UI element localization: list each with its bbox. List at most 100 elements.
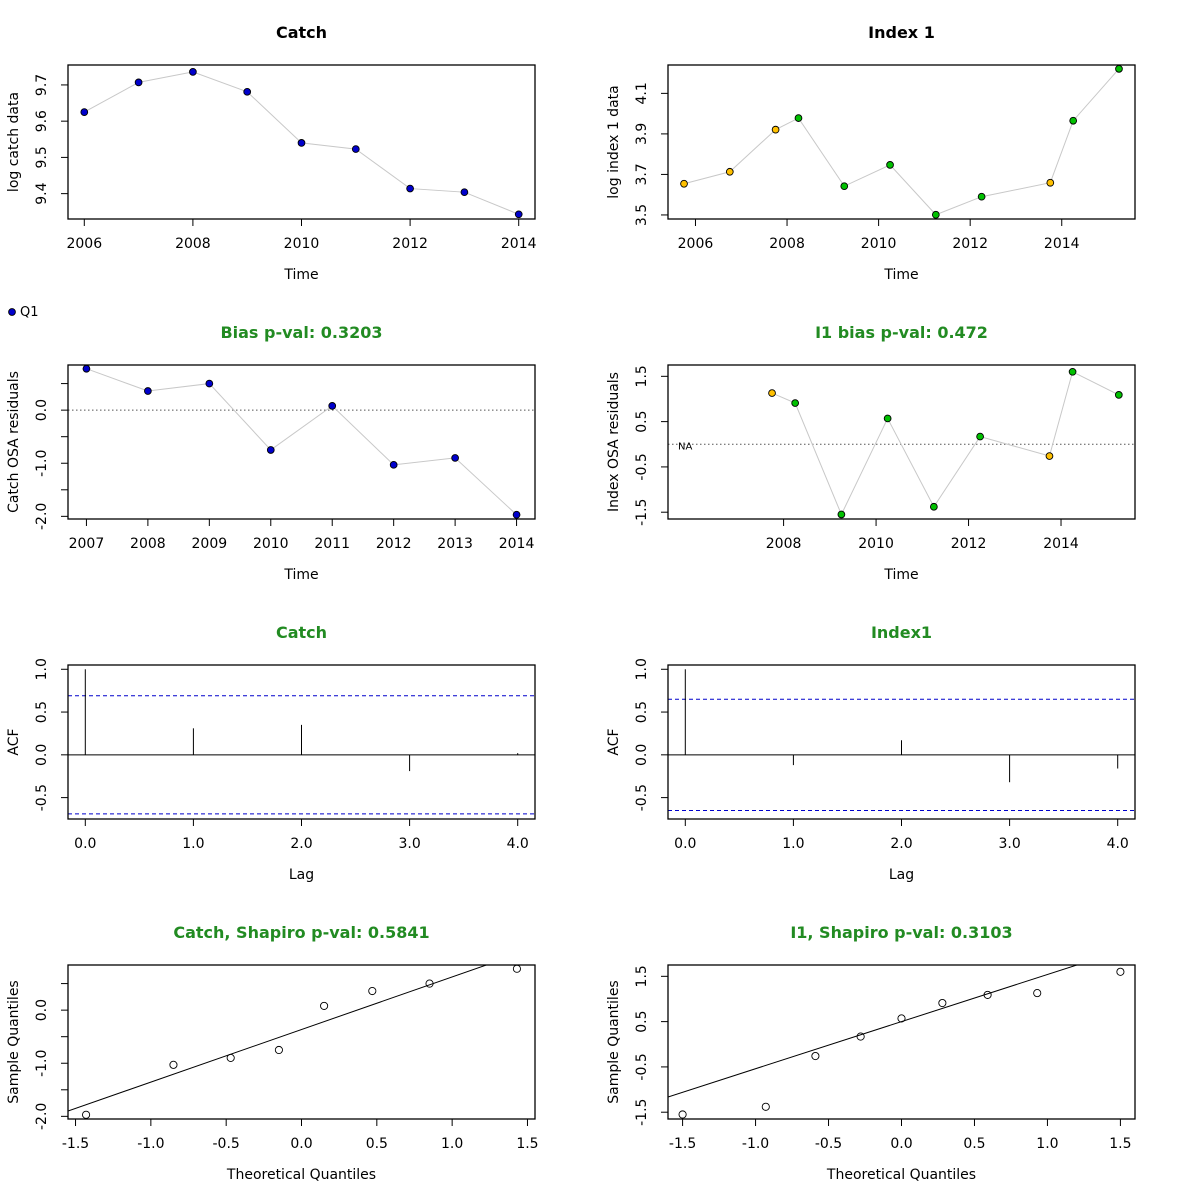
data-point bbox=[169, 1060, 178, 1069]
chart-panel-7: Catch, Shapiro p-val: 0.5841 Theoretical … bbox=[6, 923, 539, 1183]
x-tick-label: 3.0 bbox=[998, 836, 1020, 852]
data-point bbox=[134, 78, 143, 87]
data-point bbox=[389, 460, 398, 469]
data-point bbox=[1115, 65, 1123, 73]
data-point bbox=[840, 182, 849, 191]
x-tick-label: 1.5 bbox=[516, 1136, 538, 1152]
data-point bbox=[82, 365, 91, 373]
data-point bbox=[811, 1051, 820, 1061]
x-tick-label: 2012 bbox=[392, 236, 428, 252]
data-point bbox=[1033, 989, 1042, 998]
y-tick-label: 3.5 bbox=[634, 204, 650, 226]
data-point bbox=[320, 1001, 329, 1010]
x-axis-label: Theoretical Quantiles bbox=[226, 1167, 376, 1183]
data-point bbox=[274, 1045, 283, 1055]
plot-area bbox=[68, 365, 535, 519]
chart-title: I1 bias p-val: 0.472 bbox=[815, 323, 988, 342]
x-tick-label: 2010 bbox=[858, 536, 894, 552]
y-tick-label: -1.5 bbox=[634, 499, 650, 526]
y-tick-label: 1.5 bbox=[634, 365, 650, 387]
y-tick-label: 0.5 bbox=[634, 1010, 650, 1032]
data-point bbox=[425, 979, 434, 988]
x-tick-label: 0.0 bbox=[290, 1136, 312, 1152]
plot-frame bbox=[667, 364, 1136, 520]
plot-area bbox=[668, 669, 1135, 811]
chart-title: I1, Shapiro p-val: 0.3103 bbox=[790, 923, 1012, 942]
connector-line bbox=[86, 368, 517, 516]
data-point bbox=[514, 210, 523, 219]
data-point bbox=[243, 87, 252, 96]
y-tick-label: -1.0 bbox=[34, 1050, 50, 1077]
y-tick-label: 0.5 bbox=[34, 701, 50, 723]
x-axis-label: Time bbox=[283, 567, 318, 583]
data-point bbox=[266, 446, 275, 454]
y-tick-label: 0.5 bbox=[634, 410, 650, 432]
x-tick-label: 2009 bbox=[192, 536, 228, 552]
x-tick-label: 3.0 bbox=[398, 836, 420, 852]
data-point bbox=[930, 502, 938, 511]
chart-panel-1: Catch Time log catch data 2006 2008 2010 2012 2… bbox=[6, 23, 537, 283]
data-point bbox=[791, 399, 800, 407]
x-tick-label: 2010 bbox=[861, 236, 897, 252]
y-axis-label: ACF bbox=[6, 728, 22, 755]
x-tick-label: 2011 bbox=[314, 536, 350, 552]
x-tick-label: 0.0 bbox=[890, 1136, 912, 1152]
y-tick-label: 3.9 bbox=[634, 123, 650, 145]
legend: Q1 bbox=[8, 305, 39, 320]
data-point bbox=[1116, 967, 1125, 976]
x-tick-label: -0.5 bbox=[815, 1136, 842, 1152]
x-tick-label: 2007 bbox=[69, 536, 105, 552]
data-point bbox=[678, 1110, 687, 1119]
x-tick-label: 2014 bbox=[501, 236, 537, 252]
chart-title: Index 1 bbox=[868, 23, 935, 42]
y-tick-label: -0.5 bbox=[634, 1053, 650, 1080]
y-tick-label: -0.5 bbox=[634, 453, 650, 480]
connector-line bbox=[771, 371, 1120, 516]
y-tick-label: 3.7 bbox=[634, 163, 650, 185]
data-point bbox=[144, 387, 152, 395]
plot-area bbox=[668, 367, 1135, 519]
x-tick-label: 1.0 bbox=[441, 1136, 463, 1152]
y-tick-label: 0.0 bbox=[34, 399, 50, 421]
data-point bbox=[761, 1102, 770, 1111]
data-point bbox=[977, 192, 986, 201]
x-tick-label: 0.0 bbox=[74, 836, 96, 852]
chart-title: Bias p-val: 0.3203 bbox=[220, 323, 382, 342]
x-axis-label: Time bbox=[283, 267, 318, 283]
data-point bbox=[938, 998, 947, 1008]
data-point bbox=[768, 389, 776, 397]
x-tick-label: 2014 bbox=[499, 536, 535, 552]
x-tick-label: -1.5 bbox=[62, 1136, 89, 1152]
x-tick-label: 2008 bbox=[175, 236, 211, 252]
x-tick-label: 2012 bbox=[376, 536, 412, 552]
chart-panel-8: I1, Shapiro p-val: 0.3103 Theoretical Qua… bbox=[606, 923, 1136, 1183]
data-point bbox=[837, 510, 846, 519]
y-tick-label: -2.0 bbox=[34, 503, 50, 530]
x-tick-label: 2008 bbox=[769, 236, 805, 252]
x-tick-label: 4.0 bbox=[1107, 836, 1129, 852]
y-tick-label: -2.0 bbox=[34, 1103, 50, 1130]
plot-frame bbox=[67, 664, 536, 820]
chart-panel-3: Bias p-val: 0.3203 Time Catch OSA residual… bbox=[6, 323, 536, 583]
chart-panel-6: Index1 Lag ACF 0.0 1.0 2.0 3.0 4.0 -0.5 0.0 0.5 1.0 bbox=[606, 623, 1136, 883]
y-axis-label: Sample Quantiles bbox=[606, 980, 622, 1103]
y-tick-label: 1.5 bbox=[634, 965, 650, 987]
y-tick-label: 1.0 bbox=[34, 658, 50, 680]
data-point bbox=[897, 1014, 906, 1023]
x-tick-label: 2012 bbox=[952, 236, 988, 252]
x-axis-label: Time bbox=[883, 267, 918, 283]
data-point bbox=[1114, 391, 1123, 399]
y-tick-label: 1.0 bbox=[634, 658, 650, 680]
plot-frame bbox=[667, 64, 1136, 220]
plot-frame bbox=[67, 964, 536, 1120]
chart-title: Catch, Shapiro p-val: 0.5841 bbox=[173, 923, 429, 942]
y-tick-label: 0.0 bbox=[34, 999, 50, 1021]
plot-area bbox=[668, 965, 1125, 1119]
data-point bbox=[460, 188, 469, 197]
data-point bbox=[1069, 116, 1078, 125]
x-tick-label: 2006 bbox=[678, 236, 714, 252]
x-tick-label: 2014 bbox=[1043, 536, 1079, 552]
data-point bbox=[297, 139, 306, 147]
x-tick-label: 0.5 bbox=[366, 1136, 388, 1152]
